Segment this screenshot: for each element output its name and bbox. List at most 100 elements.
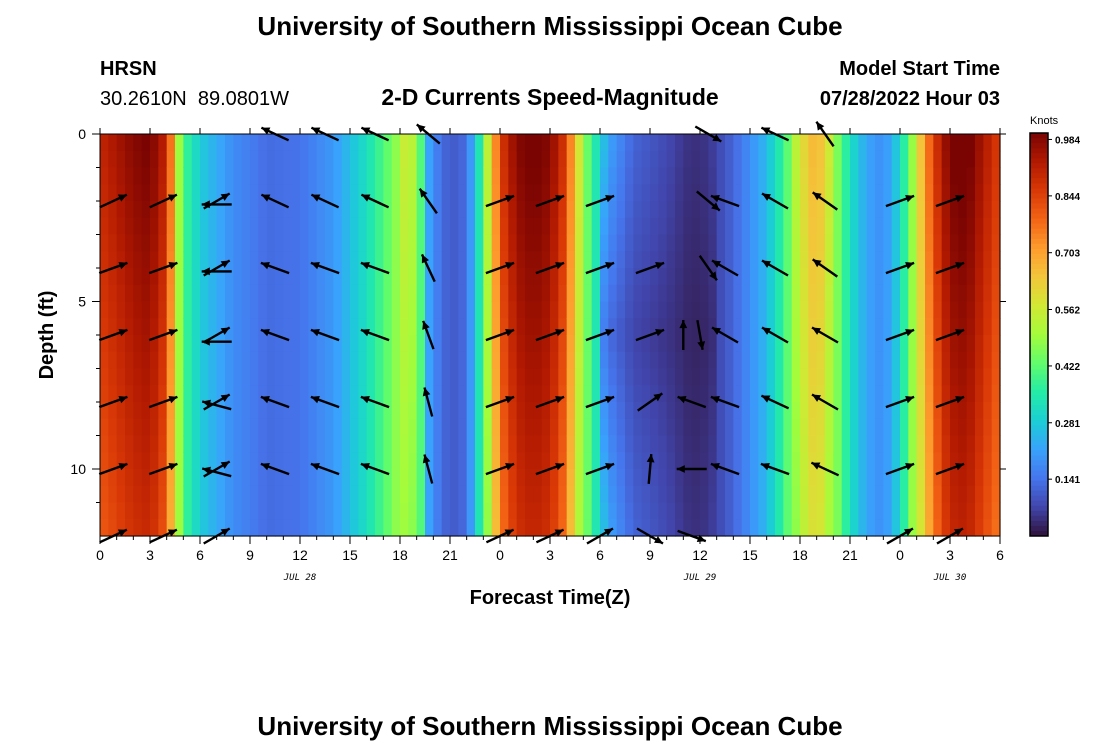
heatmap-cell (166, 385, 176, 403)
heatmap-cell (433, 301, 443, 319)
colorbar-swatch (1030, 173, 1048, 179)
heatmap-cell (258, 435, 268, 453)
heatmap-cell (716, 418, 726, 437)
heatmap-cell (858, 435, 868, 453)
heatmap-cell (391, 418, 401, 437)
heatmap-cell (125, 217, 134, 236)
heatmap-cell (866, 217, 876, 236)
heatmap-cell (233, 368, 243, 386)
heatmap-cell (475, 435, 484, 453)
heatmap-cell (841, 402, 851, 420)
heatmap-cell (941, 435, 951, 453)
x-tick-label: 6 (596, 547, 604, 563)
heatmap-cell (425, 368, 434, 386)
heatmap-cell (783, 201, 793, 219)
colorbar-swatch (1030, 299, 1048, 305)
heatmap-cell (491, 268, 501, 286)
heatmap-cell (508, 452, 518, 470)
heatmap-cell (350, 318, 359, 336)
heatmap-cell (775, 301, 784, 319)
heatmap-cell (958, 251, 968, 269)
heatmap-cell (175, 519, 184, 537)
heatmap-cell (700, 418, 709, 437)
heatmap-cell (266, 418, 276, 437)
heatmap-cell (408, 351, 418, 370)
heatmap-cell (666, 184, 676, 202)
heatmap-cell (125, 167, 134, 185)
heatmap-cell (883, 234, 893, 252)
heatmap-cell (583, 284, 593, 303)
heatmap-cell (166, 167, 176, 185)
heatmap-cell (716, 385, 726, 403)
heatmap-cell (416, 201, 426, 219)
heatmap-cell (616, 435, 626, 453)
heatmap-cell (633, 502, 643, 520)
heatmap-cell (616, 268, 626, 286)
heatmap-cell (950, 452, 959, 470)
heatmap-cell (583, 134, 593, 152)
heatmap-cell (483, 485, 493, 504)
heatmap-cell (900, 284, 909, 303)
heatmap-cell (466, 201, 476, 219)
heatmap-cell (416, 485, 426, 504)
heatmap-cell (325, 435, 334, 453)
heatmap-cell (408, 485, 418, 504)
heatmap-cell (625, 184, 634, 202)
heatmap-cell (858, 184, 868, 202)
heatmap-cell (716, 502, 726, 520)
heatmap-cell (375, 335, 384, 353)
model-start-label: Model Start Time (839, 58, 1000, 80)
heatmap-cell (508, 284, 518, 303)
heatmap-cell (891, 284, 901, 303)
heatmap-cell (800, 402, 809, 420)
heatmap-cell (850, 217, 859, 236)
heatmap-cell (541, 351, 551, 370)
heatmap-cell (466, 502, 476, 520)
heatmap-cell (900, 485, 909, 504)
heatmap-cell (483, 301, 493, 319)
heatmap-cell (991, 217, 1001, 236)
heatmap-cell (775, 217, 784, 236)
heatmap-cell (116, 201, 126, 219)
heatmap-cell (141, 167, 151, 185)
heatmap-cell (300, 217, 309, 236)
heatmap-cell (283, 452, 293, 470)
heatmap-cell (783, 184, 793, 202)
heatmap-cell (775, 184, 784, 202)
heatmap-cell (241, 134, 251, 152)
heatmap-cell (608, 268, 618, 286)
heatmap-cell (258, 502, 268, 520)
heatmap-cell (516, 268, 526, 286)
heatmap-cell (425, 485, 434, 504)
heatmap-cell (491, 201, 501, 219)
heatmap-cell (925, 351, 934, 370)
heatmap-cell (491, 418, 501, 437)
current-arrow (98, 395, 128, 409)
heatmap-cell (825, 150, 834, 169)
heatmap-cell (983, 368, 993, 386)
heatmap-cell (900, 435, 909, 453)
heatmap-cell (191, 485, 201, 504)
heatmap-cell (833, 351, 843, 370)
heatmap-cell (591, 167, 601, 185)
heatmap-cell (283, 284, 293, 303)
heatmap-cell (616, 351, 626, 370)
heatmap-cell (600, 134, 609, 152)
heatmap-cell (408, 234, 418, 252)
heatmap-cell (666, 201, 676, 219)
heatmap-cell (516, 418, 526, 437)
heatmap-cell (783, 301, 793, 319)
heatmap-cell (608, 251, 618, 269)
heatmap-cell (658, 418, 668, 437)
heatmap-cell (383, 234, 393, 252)
heatmap-cell (908, 519, 918, 537)
heatmap-cell (516, 502, 526, 520)
heatmap-cell (641, 234, 651, 252)
heatmap-cell (900, 351, 909, 370)
heatmap-cell (825, 217, 834, 236)
heatmap-cell (308, 351, 318, 370)
heatmap-cell (400, 234, 409, 252)
heatmap-cell (416, 519, 426, 537)
heatmap-cell (475, 418, 484, 437)
heatmap-cell (266, 485, 276, 504)
